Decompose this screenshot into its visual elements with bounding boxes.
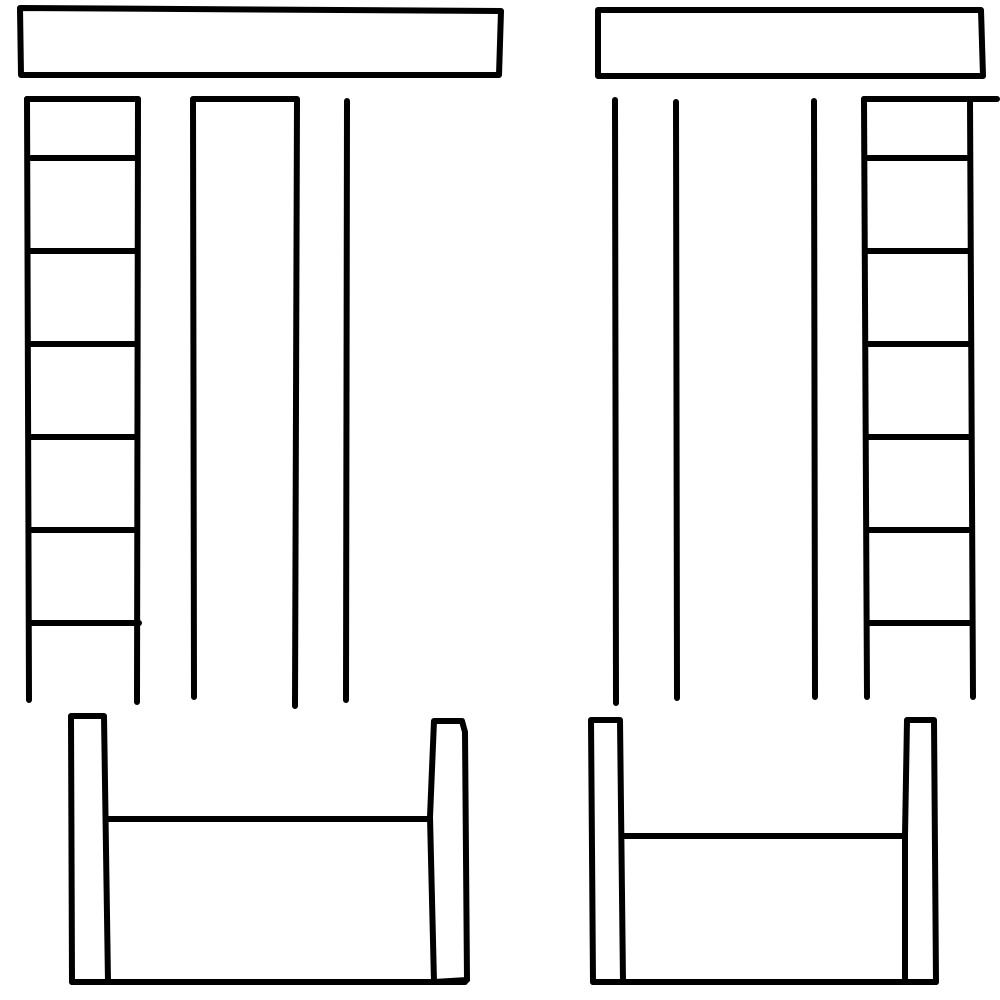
left-tray-right-post (427, 718, 470, 985)
right-list-right-edge (967, 98, 976, 700)
left-content-column[interactable] (190, 96, 300, 709)
right-list-column (861, 96, 1000, 700)
left-tray-left-post (68, 713, 111, 985)
left-list-left-edge (24, 96, 32, 703)
right-panel (588, 7, 1000, 985)
left-vertical-divider (343, 98, 350, 703)
right-tray-left-post (588, 717, 626, 985)
right-list-left-edge (861, 96, 870, 700)
left-list-right-edge (134, 96, 141, 705)
right-footer-tray[interactable] (588, 717, 939, 985)
left-list-column (24, 96, 142, 705)
right-vertical-divider (673, 99, 680, 701)
right-header-bar[interactable] (595, 7, 986, 79)
right-vertical-divider (811, 98, 818, 700)
right-vertical-divider (612, 97, 619, 706)
left-panel (17, 5, 504, 985)
left-footer-tray[interactable] (68, 713, 470, 985)
right-tray-right-post (902, 717, 939, 985)
left-header-bar[interactable] (17, 5, 504, 78)
